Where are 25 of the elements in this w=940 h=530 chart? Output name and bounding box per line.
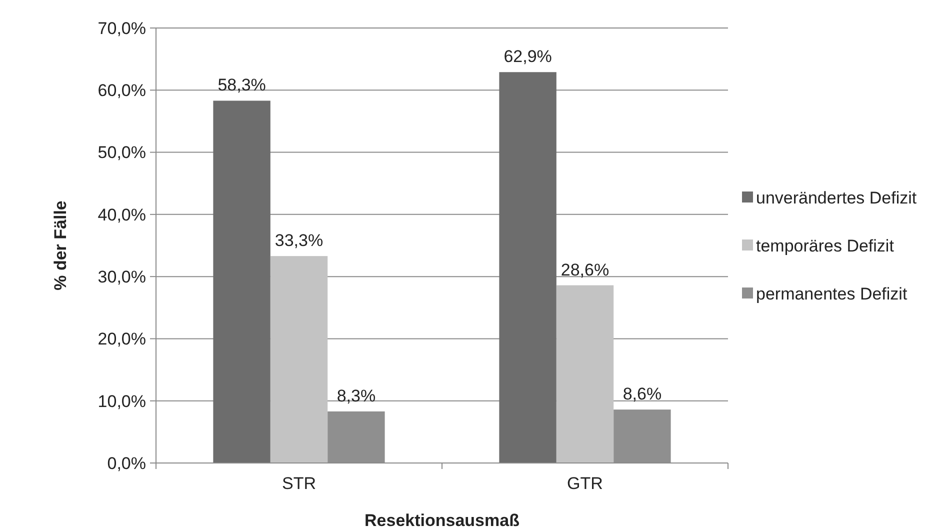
x-tick-label: STR <box>282 474 316 493</box>
data-label: 8,3% <box>336 386 376 406</box>
y-tick-label: 40,0% <box>98 205 146 224</box>
y-tick-label: 50,0% <box>98 143 146 162</box>
y-tick-label: 30,0% <box>98 268 146 287</box>
x-axis-title: Resektionsausmaß <box>364 511 520 530</box>
bar <box>270 256 328 463</box>
bar <box>213 100 270 463</box>
legend-label: temporäres Defizit <box>756 236 894 256</box>
data-label: 62,9% <box>504 47 552 66</box>
bar <box>499 72 556 463</box>
bar <box>556 285 614 463</box>
legend-label: permanentes Defizit <box>756 284 908 304</box>
legend-label: unverändertes Defizit <box>756 188 917 208</box>
data-label: 28,6% <box>560 260 610 280</box>
y-tick-label: 0,0% <box>107 454 146 473</box>
data-label: 8,6% <box>622 384 662 404</box>
y-tick-label: 10,0% <box>98 392 146 411</box>
data-label: 58,3% <box>218 76 266 95</box>
data-label: 33,3% <box>274 231 324 250</box>
y-tick-label: 60,0% <box>98 81 146 100</box>
y-tick-label: 70,0% <box>98 18 146 38</box>
x-tick-label: GTR <box>567 474 603 493</box>
y-tick-label: 20,0% <box>98 330 146 349</box>
y-axis-title: % der Fälle <box>51 200 70 290</box>
